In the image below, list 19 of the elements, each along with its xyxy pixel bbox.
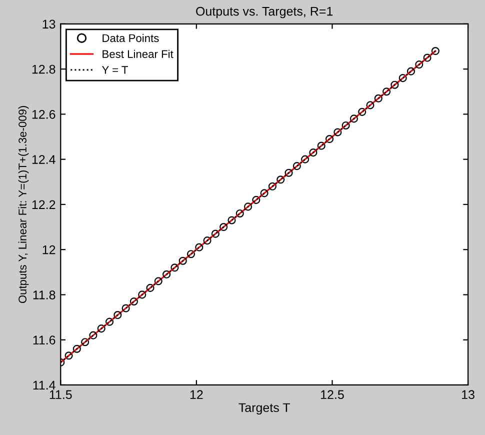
x-axis-title: Targets T [238,403,290,415]
y-tick-label: 12.4 [32,155,56,164]
x-tick-label: 12 [190,390,203,399]
y-tick-label: 11.8 [33,290,56,300]
x-tick-label: 13 [462,390,474,400]
x-tick-label: 11.5 [50,390,72,400]
legend-label: Best Linear Fit [102,50,174,58]
y-tick-label: 11.4 [33,380,56,390]
chart-title: Outputs vs. Targets, R=1 [196,6,333,18]
y-tick-label: 11.6 [33,336,56,344]
y-tick-label: 12.6 [32,110,56,119]
y-tick-label: 12.2 [32,200,56,209]
y-tick-label: 12 [42,245,56,254]
y-axis-title: Outputs Y, Linear Fit: Y=(1)T+(1.3e-009) [18,106,29,304]
legend-label: Y = T [102,66,128,74]
y-tick-label: 13 [42,20,56,29]
y-tick-label: 12.8 [32,64,56,74]
x-tick-label: 12.5 [321,390,344,400]
legend-label: Data Points [102,34,159,42]
